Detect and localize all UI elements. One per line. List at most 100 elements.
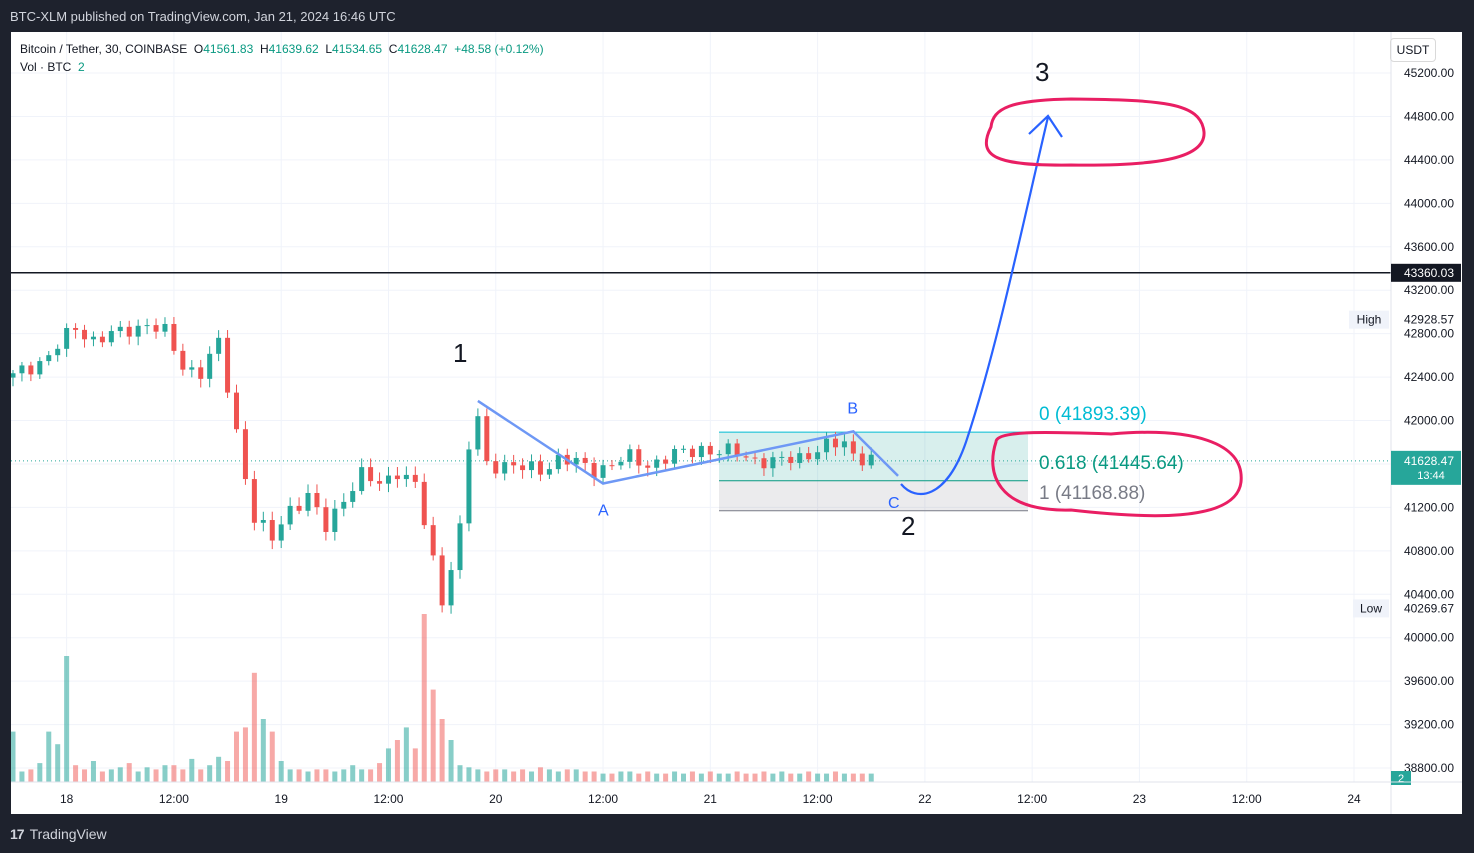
candle-body — [681, 448, 686, 450]
candle — [287, 497, 293, 531]
candle-body — [377, 481, 383, 484]
price-tick-label: 44000.00 — [1404, 196, 1454, 210]
time-tick-label: 12:00 — [588, 792, 618, 806]
tradingview-logo-icon: 17 — [10, 826, 25, 842]
candle — [99, 331, 105, 348]
candle-body — [645, 465, 651, 468]
volume-bar — [394, 740, 400, 782]
candle — [296, 497, 302, 515]
volume-bar — [797, 773, 803, 782]
volume-bar — [654, 773, 660, 782]
candle-body — [90, 336, 96, 340]
candle — [421, 473, 427, 529]
candle — [716, 450, 722, 463]
volume-bar — [377, 763, 383, 782]
ohlc-row: Bitcoin / Tether, 30, COINBASE O41561.83… — [20, 40, 544, 58]
candle — [19, 361, 25, 382]
tradingview-logo[interactable]: 17 TradingView — [10, 826, 107, 842]
chart-frame[interactable]: 0 (41893.39) 0.618 (41445.64) 1 (41168.88)… — [11, 32, 1462, 814]
volume-bar — [850, 773, 856, 782]
volume-bar — [403, 727, 409, 782]
candle-body — [153, 325, 159, 332]
volume-bar — [73, 765, 79, 782]
currency-button[interactable]: USDT — [1390, 38, 1436, 62]
close-label: C — [388, 42, 398, 56]
candle-body — [520, 465, 526, 471]
volume-bar — [90, 761, 96, 782]
fib-label-1: 1 (41168.88) — [1039, 483, 1145, 504]
candle — [180, 343, 186, 376]
candle — [314, 484, 320, 515]
candle — [305, 484, 311, 517]
candle — [502, 454, 508, 481]
candle — [582, 452, 588, 472]
low-label-bg — [1353, 599, 1389, 618]
publish-text: BTC-XLM published on TradingView.com, Ja… — [10, 9, 396, 24]
volume-bar — [609, 773, 615, 782]
candle — [511, 454, 517, 474]
volume-value: 2 — [78, 60, 85, 74]
volume-bar — [242, 727, 248, 782]
candle — [207, 346, 213, 388]
candle — [788, 451, 794, 471]
time-tick-label: 19 — [275, 792, 289, 806]
candle — [368, 458, 374, 487]
grid-lines — [11, 32, 1391, 782]
candle-body — [296, 505, 302, 511]
candle — [681, 445, 686, 453]
volume-bars — [11, 614, 874, 782]
symbol-name[interactable]: Bitcoin / Tether, 30, COINBASE — [20, 42, 188, 56]
candle — [520, 458, 526, 479]
candle-body — [73, 327, 79, 330]
last-price-badge — [1391, 450, 1461, 485]
candle — [11, 370, 16, 387]
price-axis[interactable]: 38800.00 39200.00 39600.00 40000.00 40400.00… — [1349, 32, 1462, 814]
candle-body — [716, 454, 722, 456]
candle — [73, 323, 79, 339]
volume-bar — [841, 773, 847, 782]
candle-body — [359, 467, 365, 492]
candle-body — [591, 462, 597, 478]
candle — [850, 434, 856, 462]
time-axis[interactable]: 18 12:00 19 12:00 20 12:00 21 12:00 22 12:00 23 12:… — [11, 781, 1462, 806]
volume-bar — [251, 672, 257, 782]
candle — [779, 451, 785, 466]
candle-body — [242, 429, 248, 480]
price-chart[interactable]: 0 (41893.39) 0.618 (41445.64) 1 (41168.88)… — [11, 32, 1462, 814]
open-label: O — [193, 42, 204, 56]
candle-body — [430, 525, 436, 556]
candle-body — [824, 438, 830, 453]
candle — [457, 515, 463, 579]
candle-body — [82, 329, 88, 340]
high-label-bg — [1349, 310, 1389, 329]
price-tick-label: 39600.00 — [1404, 674, 1454, 688]
candle-body — [555, 454, 561, 470]
volume-bar — [815, 773, 821, 782]
volume-bar — [824, 773, 830, 782]
fib-retracement[interactable]: 0 (41893.39) 0.618 (41445.64) 1 (41168.88) — [719, 404, 1184, 512]
highlight-circles[interactable] — [985, 97, 1243, 518]
abc-correction[interactable]: A B C — [477, 399, 900, 519]
candle-body — [368, 467, 374, 482]
wave-3-projection[interactable] — [900, 114, 1063, 496]
candle-body — [99, 336, 105, 343]
candle — [698, 442, 704, 465]
candle — [189, 360, 195, 378]
candle — [797, 447, 803, 469]
change-value: +48.58 (+0.12%) — [454, 42, 544, 56]
volume-bar — [82, 769, 88, 782]
candle-body — [529, 461, 535, 471]
volume-bar — [225, 761, 231, 782]
volume-bar — [430, 689, 436, 782]
volume-bar — [689, 771, 695, 782]
candle — [332, 499, 338, 541]
candle — [251, 470, 257, 531]
volume-bar — [600, 773, 606, 782]
candle-body — [225, 337, 231, 393]
candle — [636, 444, 642, 474]
volume-bar — [493, 769, 499, 782]
fib-target-circle — [991, 430, 1243, 518]
high-value: 41639.62 — [268, 42, 319, 56]
time-tick-label: 20 — [489, 792, 503, 806]
volume-bar — [779, 771, 785, 782]
